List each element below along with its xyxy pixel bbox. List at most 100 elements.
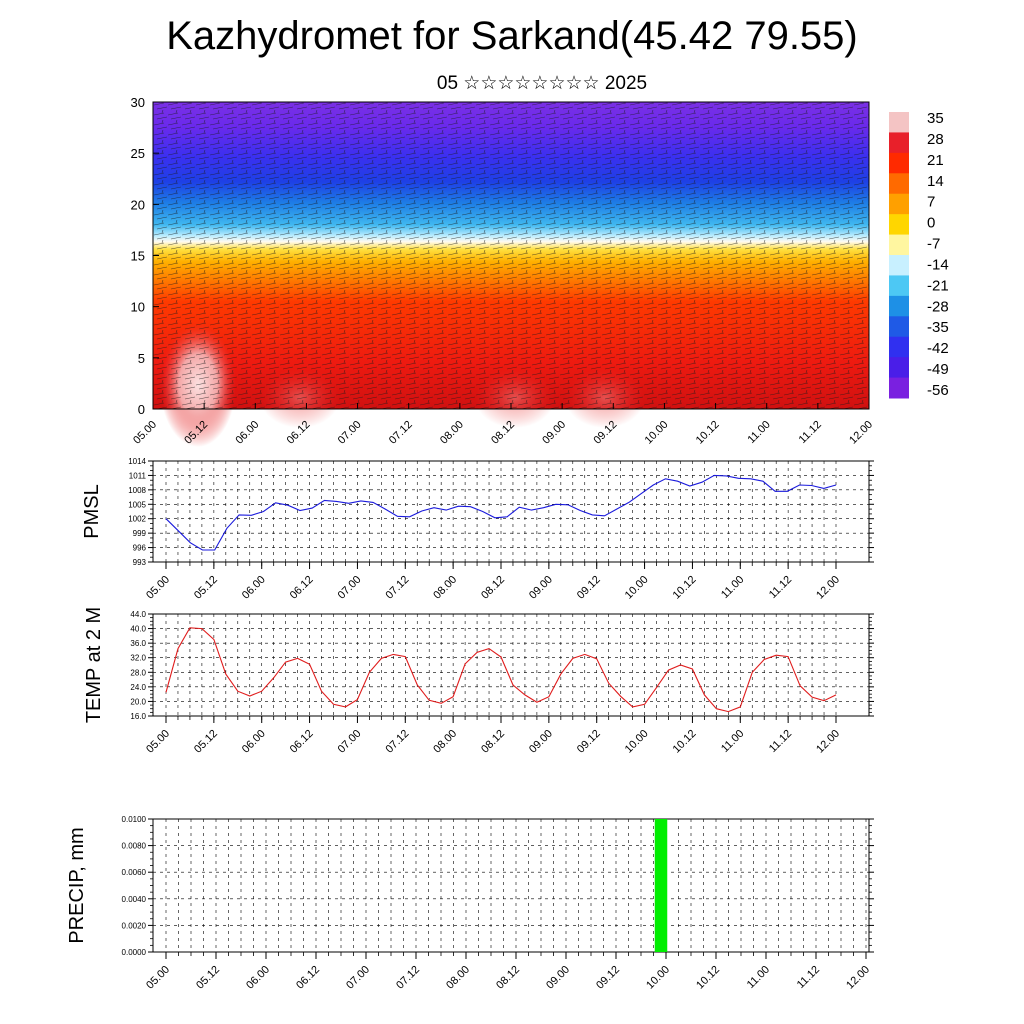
colorbar-label: 35 [927,110,944,127]
x-tick-label: 11.12 [767,728,794,755]
x-tick-label: 11.00 [719,728,746,755]
x-tick-label: 07.00 [344,964,372,992]
x-tick-label: 08.00 [431,728,459,756]
x-tick-label: 11.00 [745,964,772,991]
colorbar: 35 28 21 14 7 0 -7 -14 -21 -28 -35 -42 -49 -56 [889,110,949,399]
y-tick-label: 0 [138,402,145,417]
x-tick-label: 08.12 [479,574,507,602]
wind-barbs-overlay [153,102,869,409]
x-tick-label: 08.12 [494,964,522,992]
x-tick-label: 09.12 [594,964,622,992]
y-tick-label: 44.0 [130,610,146,619]
colorbar-label: -14 [927,256,949,273]
y-tick-label: 1008 [128,486,146,495]
x-tick-label: 06.12 [288,728,316,756]
x-tick-label: 06.00 [240,728,268,756]
y-tick-label: 20.0 [130,697,146,706]
x-tick-label: 09.12 [575,574,603,602]
x-tick-label: 09.00 [527,728,555,756]
x-tick-label: 10.00 [623,574,651,602]
x-tick-label: 06.12 [294,964,322,992]
colorbar-label: 7 [927,194,935,211]
x-tick-label: 10.12 [671,728,699,756]
page-subtitle: 05 ☆☆☆☆☆☆☆☆ 2025 [436,73,648,94]
colorbar-swatch [889,112,909,133]
precip-bar [654,819,668,952]
temp-series-line [165,627,837,713]
x-tick-label: 12.00 [814,728,842,756]
x-tick-label: 10.00 [643,419,671,447]
y-tick-label: 20 [131,197,145,212]
x-tick-label: 09.12 [575,728,603,756]
y-tick-label: 24.0 [130,683,146,692]
x-tick-label: 12.00 [814,574,842,602]
y-tick-label: 16.0 [130,712,146,721]
colorbar-swatch [889,377,909,399]
y-tick-label: 0.0080 [122,842,147,851]
y-tick-label: 1014 [128,457,146,466]
x-tick-label: 10.12 [694,964,722,992]
x-tick-label: 06.00 [240,574,268,602]
colorbar-label: -56 [927,382,949,399]
x-tick-label: 10.12 [671,574,699,602]
y-tick-label: 15 [131,249,145,264]
y-tick-label: 30 [131,95,145,110]
x-tick-label: 09.00 [544,964,572,992]
x-tick-label: 05.12 [192,574,220,602]
x-tick-label: 12.00 [847,419,875,447]
x-tick-label: 05.12 [194,964,222,992]
x-tick-label: 05.00 [144,964,172,992]
x-tick-label: 07.00 [336,574,364,602]
colorbar-swatch [889,193,909,215]
x-tick-label: 08.00 [438,419,466,447]
y-tick-label: 25 [131,146,145,161]
y-tick-label: 0.0000 [122,948,147,957]
y-axis-label: PMSL [81,484,103,538]
colorbar-label: -35 [927,319,949,336]
y-tick-label: 0.0100 [122,815,147,824]
colorbar-label: -42 [927,340,949,357]
x-tick-label: 05.00 [144,728,172,756]
colorbar-label: 21 [927,152,944,169]
y-tick-label: 36.0 [130,639,146,648]
y-tick-label: 32.0 [130,654,146,663]
y-tick-label: 999 [133,529,147,538]
x-tick-label: 11.00 [719,574,746,601]
colorbar-swatch [889,316,909,338]
x-tick-label: 07.12 [387,419,415,447]
y-tick-label: 1002 [128,515,146,524]
y-tick-label: 996 [133,544,147,553]
x-tick-label: 05.00 [131,419,159,447]
x-tick-label: 07.12 [394,964,422,992]
colorbar-swatch [889,357,909,379]
colorbar-label: -7 [927,236,940,253]
x-tick-label: 11.12 [795,964,822,991]
y-axis-label: TEMP at 2 M [83,607,105,723]
colorbar-swatch [889,336,909,358]
x-tick-label: 11.12 [767,574,794,601]
pmsl-panel: 993 996 999 1002 1005 1008 1011 1014 05.00 05.12 0… [81,457,874,602]
x-tick-label: 05.12 [192,728,220,756]
colorbar-label: 14 [927,173,944,190]
colorbar-swatch [889,275,909,297]
x-tick-label: 07.00 [336,419,364,447]
x-tick-label: 10.00 [644,964,672,992]
y-tick-label: 40.0 [130,625,146,634]
x-tick-label: 06.12 [288,574,316,602]
plot-frame [152,460,870,563]
x-tick-label: 11.12 [797,419,824,446]
x-tick-label: 08.00 [431,574,459,602]
x-tick-label: 07.12 [383,728,411,756]
plot-frame [152,613,870,717]
x-tick-label: 09.00 [540,419,568,447]
colorbar-label: -49 [927,361,949,378]
plot-frame [152,818,870,953]
y-tick-label: 993 [133,558,147,567]
y-tick-label: 1005 [128,500,146,509]
y-tick-label: 28.0 [130,668,146,677]
x-tick-label: 06.00 [244,964,272,992]
colorbar-swatch [889,214,909,236]
y-tick-label: 0.0060 [122,868,147,877]
colorbar-swatch [889,173,909,195]
